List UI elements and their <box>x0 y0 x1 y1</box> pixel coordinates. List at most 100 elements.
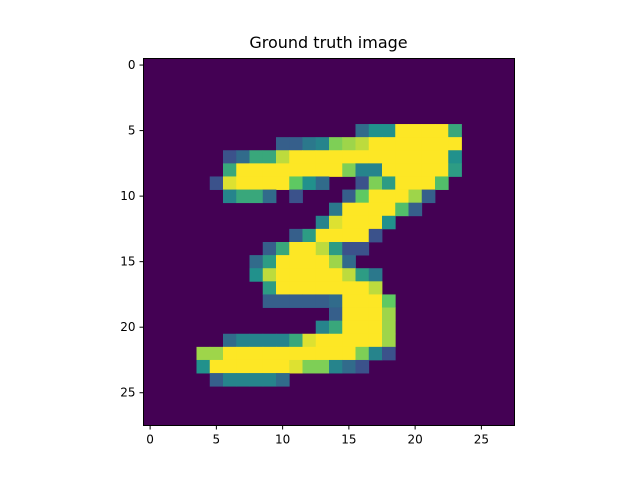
heatmap-cell <box>223 333 237 348</box>
heatmap-cell <box>289 228 303 243</box>
heatmap-cell <box>276 242 290 256</box>
heatmap-cell <box>302 163 317 177</box>
heatmap-cell <box>196 346 211 361</box>
heatmap-cell <box>289 294 303 308</box>
heatmap-cell <box>382 202 396 217</box>
heatmap-cell <box>236 373 250 387</box>
heatmap-cell <box>329 242 343 256</box>
heatmap-cell <box>236 176 250 190</box>
heatmap-cell <box>276 176 290 190</box>
heatmap-cell <box>236 346 250 361</box>
heatmap-cell <box>315 137 330 151</box>
heatmap-cell <box>329 202 343 217</box>
heatmap-cell <box>382 163 396 177</box>
heatmap-cell <box>382 215 396 230</box>
heatmap-cell <box>342 255 356 269</box>
heatmap-cell <box>315 176 330 190</box>
x-tick-label: 15 <box>341 433 356 447</box>
heatmap-cell <box>276 359 290 374</box>
heatmap-cell <box>368 150 383 164</box>
heatmap-cell <box>329 333 343 348</box>
heatmap-cell <box>329 268 343 282</box>
heatmap-cell <box>315 215 330 230</box>
heatmap-cell <box>276 346 290 361</box>
heatmap-cell <box>289 150 303 164</box>
heatmap-cell <box>276 373 290 387</box>
heatmap-cell <box>342 137 356 151</box>
heatmap-cell <box>368 137 383 151</box>
heatmap-cell <box>382 150 396 164</box>
heatmap-cell <box>382 294 396 308</box>
heatmap-cell <box>209 176 224 190</box>
x-tick-label: 10 <box>275 433 290 447</box>
heatmap-cell <box>236 150 250 164</box>
heatmap-cell <box>262 150 277 164</box>
x-tick-label: 25 <box>474 433 489 447</box>
heatmap-cell <box>249 176 264 190</box>
heatmap-cell <box>249 189 264 204</box>
heatmap-cell <box>223 346 237 361</box>
heatmap-cell <box>262 242 277 256</box>
heatmap-cell <box>342 189 356 204</box>
heatmap-cell <box>315 346 330 361</box>
y-tick-label: 0 <box>128 58 136 72</box>
heatmap-cell <box>315 281 330 295</box>
heatmap-cell <box>395 202 409 217</box>
heatmap-cell <box>289 137 303 151</box>
heatmap-cell <box>342 242 356 256</box>
x-tick-label: 20 <box>407 433 422 447</box>
heatmap-cell <box>408 202 423 217</box>
heatmap-cell <box>368 346 383 361</box>
heatmap-cell <box>342 281 356 295</box>
heatmap-cell <box>435 163 449 177</box>
heatmap-cell <box>342 150 356 164</box>
heatmap-cell <box>435 150 449 164</box>
heatmap-cell <box>342 333 356 348</box>
heatmap-cell <box>302 176 317 190</box>
heatmap-cell <box>355 215 370 230</box>
heatmap-cells <box>143 58 515 426</box>
heatmap-cell <box>342 228 356 243</box>
x-axis: 0 5 10 15 20 25 <box>146 425 489 447</box>
heatmap-cell <box>329 163 343 177</box>
heatmap-cell <box>315 359 330 374</box>
heatmap-cell <box>276 163 290 177</box>
heatmap-cell <box>342 320 356 335</box>
heatmap-cell <box>302 333 317 348</box>
heatmap-cell <box>408 189 423 204</box>
heatmap-cell <box>302 255 317 269</box>
heatmap-cell <box>329 228 343 243</box>
heatmap-cell <box>329 137 343 151</box>
heatmap-cell <box>355 176 370 190</box>
heatmap-cell <box>382 176 396 190</box>
heatmap-cell <box>329 307 343 322</box>
x-tick-label: 5 <box>213 433 221 447</box>
heatmap-cell <box>315 333 330 348</box>
heatmap-cell <box>368 176 383 190</box>
heatmap-cell <box>236 189 250 204</box>
heatmap-cell <box>342 215 356 230</box>
heatmap-cell <box>276 333 290 348</box>
heatmap-cell <box>262 176 277 190</box>
heatmap-cell <box>368 228 383 243</box>
heatmap-cell <box>355 124 370 138</box>
heatmap-cell <box>236 359 250 374</box>
heatmap-cell <box>421 163 436 177</box>
heatmap-cell <box>355 268 370 282</box>
heatmap-cell <box>262 255 277 269</box>
heatmap-cell <box>395 150 409 164</box>
heatmap-cell <box>355 228 370 243</box>
heatmap-cell <box>315 163 330 177</box>
heatmap-cell <box>368 333 383 348</box>
heatmap-cell <box>329 215 343 230</box>
heatmap-cell <box>342 268 356 282</box>
heatmap-cell <box>329 255 343 269</box>
heatmap-cell <box>355 346 370 361</box>
heatmap-cell <box>355 242 370 256</box>
heatmap-cell <box>249 359 264 374</box>
heatmap-cell <box>382 320 396 335</box>
heatmap-cell <box>382 307 396 322</box>
heatmap-cell <box>289 242 303 256</box>
